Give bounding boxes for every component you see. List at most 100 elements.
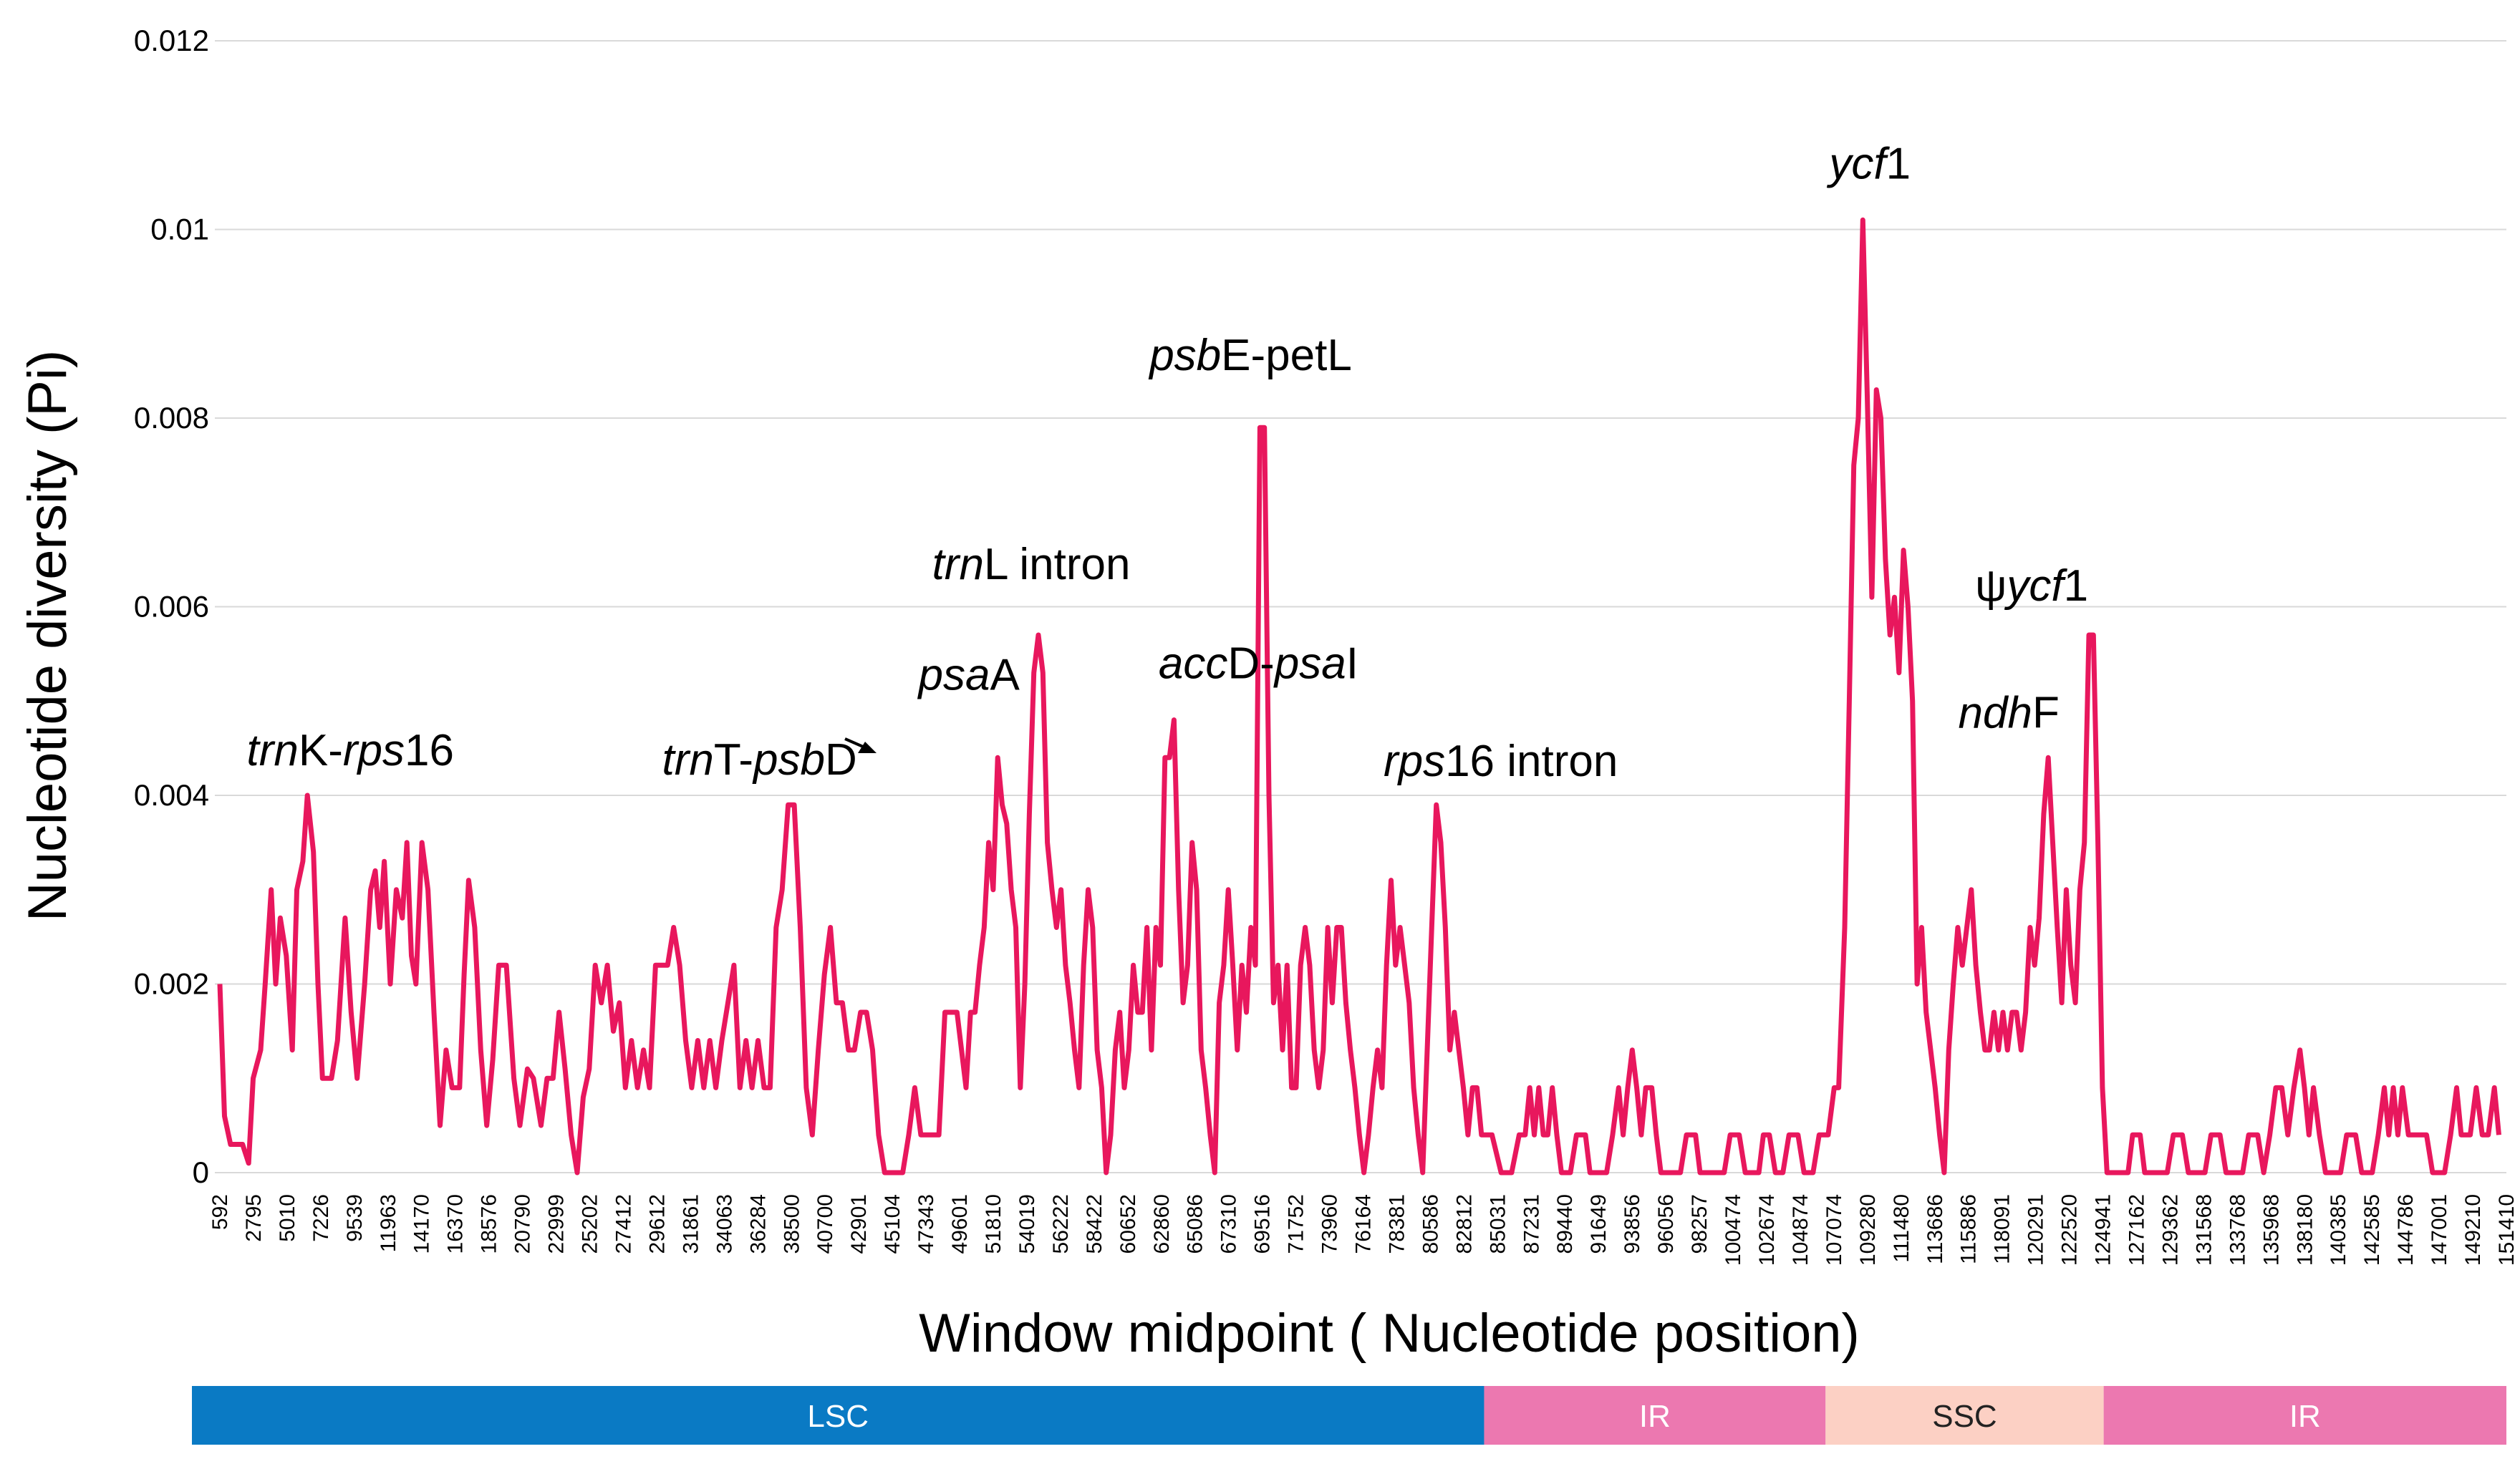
x-tick-label: 56222	[1049, 1194, 1073, 1254]
annotation-psaa: psaA	[917, 650, 1020, 699]
x-tick-label: 29612	[645, 1194, 669, 1254]
x-tick-label: 89440	[1553, 1194, 1577, 1254]
x-tick-label: 5010	[276, 1194, 299, 1242]
x-tick-label: 149210	[2461, 1194, 2485, 1266]
x-tick-label: 65086	[1184, 1194, 1207, 1254]
y-tick-label: 0.01	[150, 213, 209, 246]
x-tick-label: 20790	[511, 1194, 535, 1254]
x-tick-label: 67310	[1217, 1194, 1241, 1254]
region-label-lsc: LSC	[807, 1399, 869, 1434]
annotation-ndhf: ndhF	[1959, 688, 2060, 737]
region-label-ir: IR	[1639, 1399, 1671, 1434]
x-tick-label: 31861	[679, 1194, 703, 1254]
x-axis-title: Window midpoint ( Nucleotide position)	[919, 1303, 1860, 1364]
psaa-arrowhead	[858, 742, 877, 753]
x-tick-label: 142585	[2360, 1194, 2384, 1266]
annotation-trnt-psbd: trnT-psbD	[662, 735, 857, 785]
x-tick-label: 36284	[746, 1194, 770, 1254]
x-tick-label: 38500	[780, 1194, 803, 1254]
x-tick-label: 102674	[1755, 1194, 1779, 1266]
x-tick-label: 7226	[309, 1194, 333, 1242]
x-tick-label: 82812	[1452, 1194, 1476, 1254]
x-tick-label: 91649	[1587, 1194, 1611, 1254]
x-tick-label: 80586	[1419, 1194, 1442, 1254]
annotation-trnk-rps16: trnK-rps16	[247, 726, 454, 775]
x-tick-label: 109280	[1856, 1194, 1880, 1266]
x-tick-label: 100474	[1722, 1194, 1745, 1266]
region-ir-3	[2103, 1386, 2506, 1445]
gridlines	[215, 40, 2506, 1173]
y-tick-label: 0.004	[134, 778, 209, 812]
x-tick-label: 129362	[2158, 1194, 2182, 1266]
x-tick-label: 69516	[1251, 1194, 1275, 1254]
region-label-ir: IR	[2289, 1399, 2321, 1434]
y-tick-label: 0.006	[134, 590, 209, 624]
x-tick-label: 2795	[242, 1194, 266, 1242]
x-tick-label: 60652	[1116, 1194, 1140, 1254]
x-tick-label: 98257	[1688, 1194, 1712, 1254]
region-ssc-2	[1825, 1386, 2104, 1445]
x-tick-label: 34063	[713, 1194, 736, 1254]
annotation-ycf1: ycf1	[1826, 139, 1911, 188]
x-tick-label: 9539	[343, 1194, 367, 1242]
annotation-rps16-intron: rps16 intron	[1384, 737, 1618, 786]
annotation-accd-psai: accD-psaI	[1159, 639, 1358, 689]
y-tick-label: 0.002	[134, 967, 209, 1001]
x-tick-label: 27412	[612, 1194, 635, 1254]
x-tick-label: 51810	[982, 1194, 1005, 1254]
x-tick-label: 22999	[545, 1194, 569, 1254]
y-tick-label: 0.008	[134, 401, 209, 435]
x-tick-label: 62860	[1150, 1194, 1174, 1254]
x-tick-label: 49601	[948, 1194, 972, 1254]
x-tick-label: 592	[208, 1194, 232, 1230]
x-tick-label: 18576	[478, 1194, 501, 1254]
x-tick-label: 115886	[1957, 1194, 1981, 1264]
x-tick-label: 71752	[1285, 1194, 1308, 1254]
x-tick-label: 133768	[2226, 1194, 2249, 1266]
y-tick-label: 0	[193, 1155, 209, 1189]
x-tick-label: 138180	[2293, 1194, 2317, 1266]
pi-series-line	[217, 217, 2501, 1176]
x-tick-label: 73960	[1318, 1194, 1342, 1254]
annotation-psi-ycf1: ψycf1	[1975, 561, 2088, 611]
x-tick-label: 147001	[2428, 1194, 2451, 1266]
y-axis-title: Nucleotide diversity (Pi)	[17, 350, 78, 921]
genome-region-bar: LSC IR SSC IR	[192, 1386, 2506, 1445]
x-tick-label: 85031	[1486, 1194, 1510, 1254]
x-tick-label: 76164	[1352, 1194, 1376, 1254]
y-axis-ticks: 0 0.002 0.004 0.006 0.008 0.01 0.012	[134, 24, 209, 1189]
x-tick-label: 96056	[1654, 1194, 1678, 1254]
x-tick-label: 111480	[1890, 1194, 1913, 1263]
x-tick-label: 135968	[2259, 1194, 2283, 1266]
x-tick-label: 42901	[847, 1194, 871, 1254]
x-tick-label: 58422	[1083, 1194, 1106, 1254]
x-tick-label: 151410	[2495, 1194, 2519, 1266]
x-tick-label: 124941	[2092, 1194, 2115, 1266]
region-ir-1	[1484, 1386, 1826, 1445]
peak-annotations: trnK-rps16 trnT-psbD psaA trnL intron accD-p…	[247, 139, 2089, 786]
x-tick-label: 87231	[1520, 1194, 1543, 1254]
annotation-trnl-intron: trnL intron	[932, 540, 1131, 589]
x-tick-label: 40700	[814, 1194, 837, 1254]
x-axis-ticks: 592 2795 5010 7226 9539 11963 14170 16370 18576 2…	[208, 1194, 2519, 1266]
x-tick-label: 144786	[2394, 1194, 2418, 1266]
x-tick-label: 140385	[2327, 1194, 2350, 1266]
x-tick-label: 54019	[1015, 1194, 1039, 1254]
x-tick-label: 104874	[1789, 1194, 1812, 1266]
x-tick-label: 93856	[1621, 1194, 1644, 1254]
x-tick-label: 118091	[1991, 1194, 2014, 1264]
x-tick-label: 25202	[579, 1194, 602, 1254]
x-tick-label: 113686	[1923, 1194, 1947, 1264]
region-label-ssc: SSC	[1932, 1399, 1997, 1434]
x-tick-label: 131568	[2192, 1194, 2216, 1266]
x-tick-label: 120291	[2024, 1194, 2048, 1266]
x-tick-label: 107074	[1823, 1194, 1846, 1266]
region-lsc-0	[192, 1386, 1485, 1445]
x-tick-label: 122520	[2058, 1194, 2082, 1266]
annotation-psbe-petl: psbE-petL	[1148, 331, 1352, 380]
x-tick-label: 14170	[410, 1194, 434, 1254]
x-tick-label: 45104	[881, 1194, 904, 1254]
y-tick-label: 0.012	[134, 24, 209, 57]
x-tick-label: 78381	[1385, 1194, 1409, 1254]
